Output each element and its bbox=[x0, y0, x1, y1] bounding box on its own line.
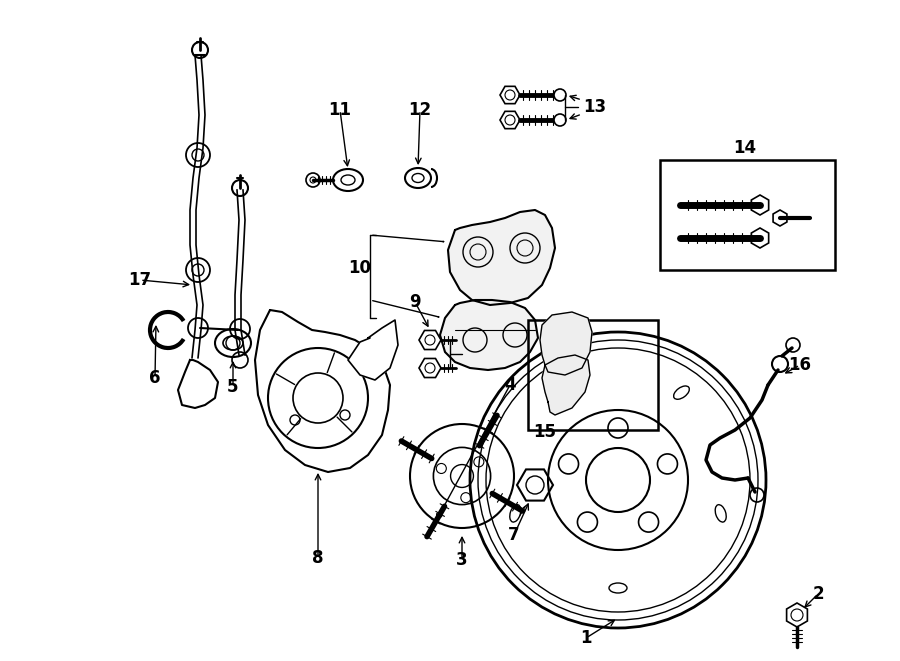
Text: 6: 6 bbox=[149, 369, 161, 387]
Polygon shape bbox=[542, 355, 590, 415]
Polygon shape bbox=[440, 300, 538, 370]
FancyArrowPatch shape bbox=[373, 301, 439, 317]
Text: 15: 15 bbox=[533, 423, 556, 441]
Text: 2: 2 bbox=[812, 585, 824, 603]
Text: 1: 1 bbox=[580, 629, 592, 647]
Polygon shape bbox=[178, 360, 218, 408]
Text: 3: 3 bbox=[456, 551, 468, 569]
Text: 17: 17 bbox=[129, 271, 151, 289]
Polygon shape bbox=[448, 210, 555, 305]
Text: 11: 11 bbox=[328, 101, 352, 119]
Circle shape bbox=[554, 89, 566, 101]
Polygon shape bbox=[255, 310, 390, 472]
Text: 14: 14 bbox=[734, 139, 757, 157]
Text: 10: 10 bbox=[348, 259, 372, 277]
Text: 12: 12 bbox=[409, 101, 432, 119]
Text: 13: 13 bbox=[583, 98, 606, 116]
Polygon shape bbox=[540, 312, 592, 375]
Text: 5: 5 bbox=[227, 378, 239, 396]
Circle shape bbox=[554, 114, 566, 126]
Text: 4: 4 bbox=[504, 376, 516, 394]
Text: 16: 16 bbox=[788, 356, 812, 374]
Text: 8: 8 bbox=[312, 549, 324, 567]
Polygon shape bbox=[348, 320, 398, 380]
Text: 9: 9 bbox=[410, 293, 421, 311]
Text: 7: 7 bbox=[508, 526, 520, 544]
FancyArrowPatch shape bbox=[373, 235, 444, 242]
